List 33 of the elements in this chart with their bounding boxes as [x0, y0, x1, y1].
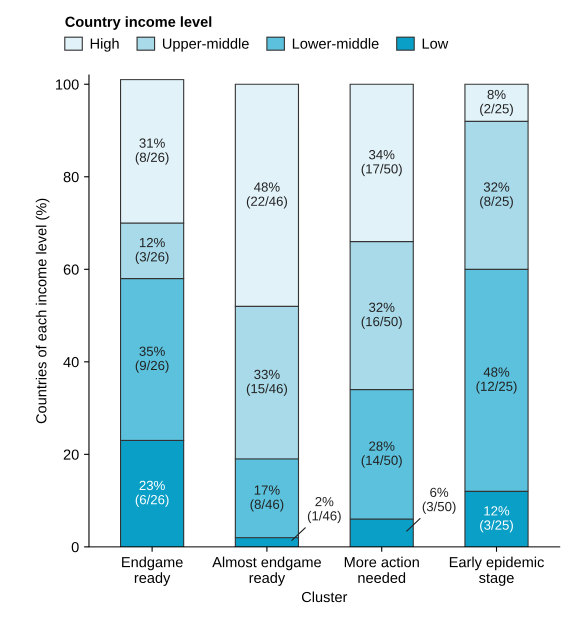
x-axis-title: Cluster — [302, 591, 348, 602]
x-tick-label: More action needed — [344, 556, 419, 584]
legend-title: Country income level — [65, 16, 212, 30]
legend-label: Low — [422, 38, 448, 49]
y-tick-label: 0 — [72, 542, 79, 552]
y-tick-label: 100 — [56, 79, 79, 90]
data-label: 23% (6/26) — [136, 480, 169, 507]
data-label: 33% (15/46) — [246, 370, 287, 396]
data-label: 2% (1/46) — [308, 496, 341, 524]
x-tick-label: Early epidemic stage — [450, 556, 544, 586]
data-label: 6% (3/50) — [422, 488, 456, 514]
legend-label: Lower-middle — [292, 38, 379, 49]
data-label: 17% (8/46) — [250, 485, 284, 512]
data-label: 35% (9/26) — [136, 346, 169, 373]
y-tick-label: 40 — [63, 356, 79, 368]
y-tick-label: 60 — [64, 264, 79, 275]
data-label: 12% (3/25) — [480, 506, 513, 532]
x-tick-label: Almost endgame ready — [212, 556, 321, 586]
legend-label: High — [90, 38, 119, 52]
y-tick-label: 80 — [64, 172, 79, 182]
data-label: 12% (3/26) — [136, 238, 169, 264]
data-label: 31% (8/26) — [136, 138, 169, 165]
data-label: 32% (8/25) — [480, 182, 513, 209]
x-tick-label: Endgame ready — [122, 556, 183, 586]
data-label: 28% (14/50) — [362, 441, 402, 468]
data-label: 8% (2/25) — [480, 90, 513, 116]
data-label: 48% (12/25) — [476, 367, 517, 394]
data-label: 34% (17/50) — [362, 150, 402, 176]
data-label: 48% (22/46) — [246, 182, 287, 209]
y-axis-title: Countries of each income level (%) — [36, 198, 50, 424]
legend-label: Upper-middle — [162, 38, 249, 52]
data-label: 32% (16/50) — [362, 302, 402, 329]
y-tick-label: 20 — [64, 449, 79, 460]
